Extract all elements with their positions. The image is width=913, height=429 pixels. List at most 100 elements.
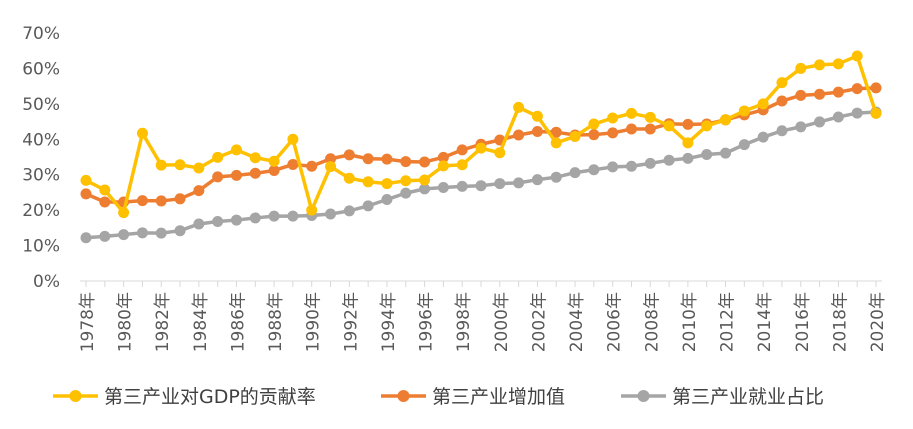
y-tick-label: 30% — [22, 166, 60, 186]
legend-item: 第三产业就业占比 — [621, 386, 824, 408]
data-point — [136, 227, 148, 239]
y-axis: 0% 10% 20% 30% 40% 50% 60% 70% — [22, 24, 60, 292]
data-point — [531, 110, 543, 122]
data-point — [174, 159, 186, 171]
data-point — [720, 114, 732, 126]
data-point — [644, 123, 656, 135]
data-point — [155, 159, 167, 171]
data-point — [230, 214, 242, 226]
data-point — [475, 180, 487, 192]
data-point — [400, 187, 412, 199]
data-point — [437, 181, 449, 193]
data-point — [325, 161, 337, 173]
data-point — [249, 212, 261, 224]
x-tick-label: 2010年 — [680, 292, 700, 352]
data-point — [494, 178, 506, 190]
legend-swatch-marker — [397, 390, 410, 402]
data-point — [306, 160, 318, 172]
data-point — [80, 232, 92, 244]
data-point — [268, 210, 280, 222]
data-point — [814, 59, 826, 71]
data-point — [494, 147, 506, 159]
x-tick-label: 1978年 — [78, 292, 98, 352]
data-point — [738, 139, 750, 151]
data-point — [306, 204, 318, 216]
data-point — [550, 126, 562, 138]
data-point — [701, 149, 713, 161]
data-point — [362, 200, 374, 212]
data-point — [870, 107, 882, 119]
legend-label: 第三产业就业占比 — [672, 386, 824, 408]
data-point — [588, 118, 600, 130]
x-tick-label: 1994年 — [379, 292, 399, 352]
data-point — [625, 160, 637, 172]
data-point — [174, 193, 186, 205]
data-point — [832, 111, 844, 123]
data-point — [607, 127, 619, 139]
data-point — [738, 105, 750, 117]
x-tick-label: 2008年 — [642, 292, 662, 352]
data-point — [682, 118, 694, 130]
x-tick-label: 2004年 — [567, 292, 587, 352]
data-point — [456, 159, 468, 171]
data-point — [249, 167, 261, 179]
data-point — [80, 174, 92, 186]
x-tick-label: 2012年 — [718, 292, 738, 352]
data-point — [80, 188, 92, 200]
data-point — [268, 164, 280, 176]
legend-label: 第三产业对GDP的贡献率 — [104, 386, 316, 408]
data-point — [381, 194, 393, 206]
legend-swatch-marker — [637, 390, 650, 402]
data-point — [193, 162, 205, 174]
data-point — [607, 112, 619, 124]
data-point — [625, 123, 637, 135]
data-point — [851, 50, 863, 62]
data-point — [136, 195, 148, 207]
data-point — [795, 89, 807, 101]
data-point — [193, 185, 205, 197]
data-point — [795, 121, 807, 133]
data-point — [325, 153, 337, 165]
legend-label: 第三产业增加值 — [432, 386, 565, 408]
y-tick-label: 10% — [22, 237, 60, 257]
data-point — [381, 153, 393, 165]
x-tick-label: 1998年 — [454, 292, 474, 352]
x-tick-label: 1984年 — [191, 292, 211, 352]
data-point — [682, 152, 694, 164]
data-point — [550, 137, 562, 149]
data-point — [362, 176, 374, 188]
y-tick-label: 70% — [22, 24, 60, 44]
data-point — [513, 177, 525, 189]
data-point — [118, 229, 130, 241]
data-point — [212, 215, 224, 227]
data-point — [456, 180, 468, 192]
data-point — [268, 155, 280, 167]
data-point — [99, 196, 111, 208]
data-point — [419, 156, 431, 168]
data-point — [757, 131, 769, 143]
data-point — [381, 178, 393, 190]
series-3 — [80, 106, 882, 244]
data-point — [513, 101, 525, 113]
x-tick-label: 1988年 — [266, 292, 286, 352]
y-tick-label: 60% — [22, 59, 60, 79]
data-point — [757, 98, 769, 110]
y-tick-label: 0% — [33, 272, 60, 292]
data-point — [174, 225, 186, 237]
data-point — [362, 153, 374, 165]
data-point — [870, 82, 882, 94]
data-point — [193, 218, 205, 230]
data-point — [814, 88, 826, 100]
data-point — [550, 171, 562, 183]
data-point — [400, 156, 412, 168]
data-point — [607, 161, 619, 173]
x-tick-label: 2006年 — [605, 292, 625, 352]
series-1 — [80, 50, 882, 219]
data-point — [287, 210, 299, 222]
data-point — [136, 127, 148, 139]
data-point — [851, 83, 863, 95]
data-point — [475, 142, 487, 154]
data-point — [531, 174, 543, 186]
data-point — [230, 169, 242, 181]
